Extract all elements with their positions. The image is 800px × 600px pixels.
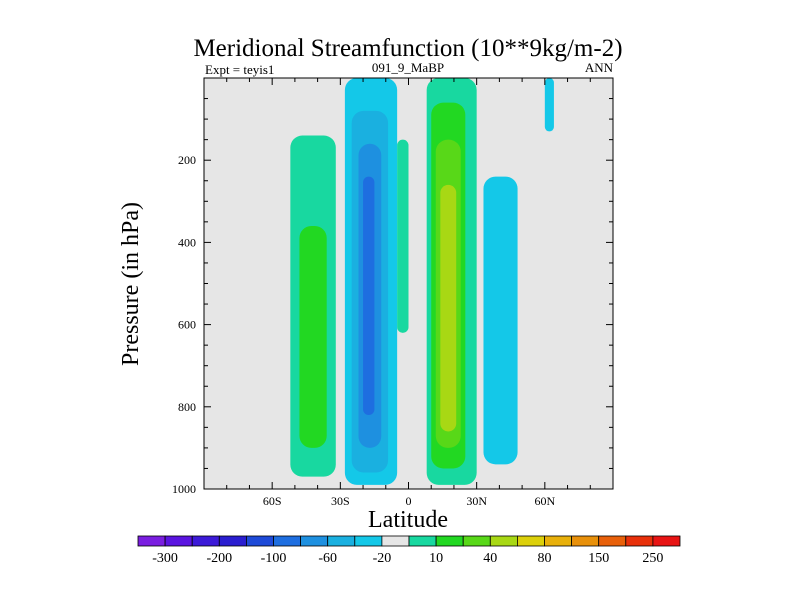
colorbar-label-0: -300 [152, 551, 178, 566]
colorbar-box-19 [652, 535, 681, 547]
experiment-label: Expt = teyis1 [205, 62, 274, 77]
colorbar: -300 -200 -100 -60 -20 10 40 80 150 250 [137, 535, 681, 566]
season-label: ANN [585, 60, 614, 75]
chart-title: Meridional Streamfunction (10**9kg/m-2) [193, 35, 622, 62]
colorbar-box-3 [218, 535, 247, 547]
y-axis-label: Pressure (in hPa) [118, 202, 144, 366]
y-axis-ticks: 200 400 600 800 1000 [172, 153, 613, 496]
colorbar-box-6 [300, 535, 329, 547]
colorbar-box-16 [571, 535, 600, 547]
colorbar-box-1 [164, 535, 193, 547]
colorbar-label-7: 80 [538, 551, 552, 566]
colorbar-box-15 [544, 535, 573, 547]
y-tick-label-2: 600 [178, 318, 196, 332]
x-tick-label-1: 30S [331, 494, 350, 508]
colorbar-label-2: -100 [261, 551, 287, 566]
colorbar-label-3: -60 [318, 551, 337, 566]
colorbar-box-8 [354, 535, 383, 547]
colorbar-label-6: 40 [483, 551, 497, 566]
y-tick-label-4: 1000 [172, 482, 196, 496]
run-label: 091_9_MaBP [372, 60, 444, 75]
colorbar-label-1: -200 [206, 551, 232, 566]
contour-cell-6 [397, 139, 409, 333]
colorbar-box-5 [273, 535, 302, 547]
colorbar-box-9 [381, 535, 410, 547]
colorbar-box-10 [408, 535, 437, 547]
colorbar-box-4 [245, 535, 274, 547]
x-axis-ticks: 60S 30S 0 30N 60N [226, 78, 591, 508]
colorbar-box-7 [327, 535, 356, 547]
contour-cell-1 [299, 225, 327, 448]
contour-cell-10 [440, 184, 457, 432]
y-tick-label-3: 800 [178, 400, 196, 414]
colorbar-label-9: 250 [642, 551, 663, 566]
colorbar-box-17 [598, 535, 627, 547]
colorbar-box-0 [137, 535, 166, 547]
colorbar-box-11 [435, 535, 464, 547]
contour-cell-12 [544, 78, 554, 132]
colorbar-label-4: -20 [373, 551, 392, 566]
y-tick-label-0: 200 [178, 153, 196, 167]
colorbar-label-5: 10 [429, 551, 443, 566]
colorbar-box-12 [462, 535, 491, 547]
contour-cell-5 [363, 176, 375, 416]
contour-cells [290, 78, 554, 485]
contour-cell-11 [483, 176, 518, 465]
x-tick-label-3: 30N [466, 494, 487, 508]
colorbar-box-18 [625, 535, 654, 547]
y-minor-ticks [204, 98, 613, 469]
colorbar-box-2 [191, 535, 220, 547]
x-tick-label-2: 0 [406, 494, 412, 508]
x-tick-label-0: 60S [263, 494, 282, 508]
x-tick-label-4: 60N [534, 494, 555, 508]
colorbar-label-8: 150 [588, 551, 609, 566]
x-axis-label: Latitude [368, 507, 448, 533]
colorbar-box-13 [489, 535, 518, 547]
y-tick-label-1: 400 [178, 235, 196, 249]
colorbar-box-14 [517, 535, 545, 547]
